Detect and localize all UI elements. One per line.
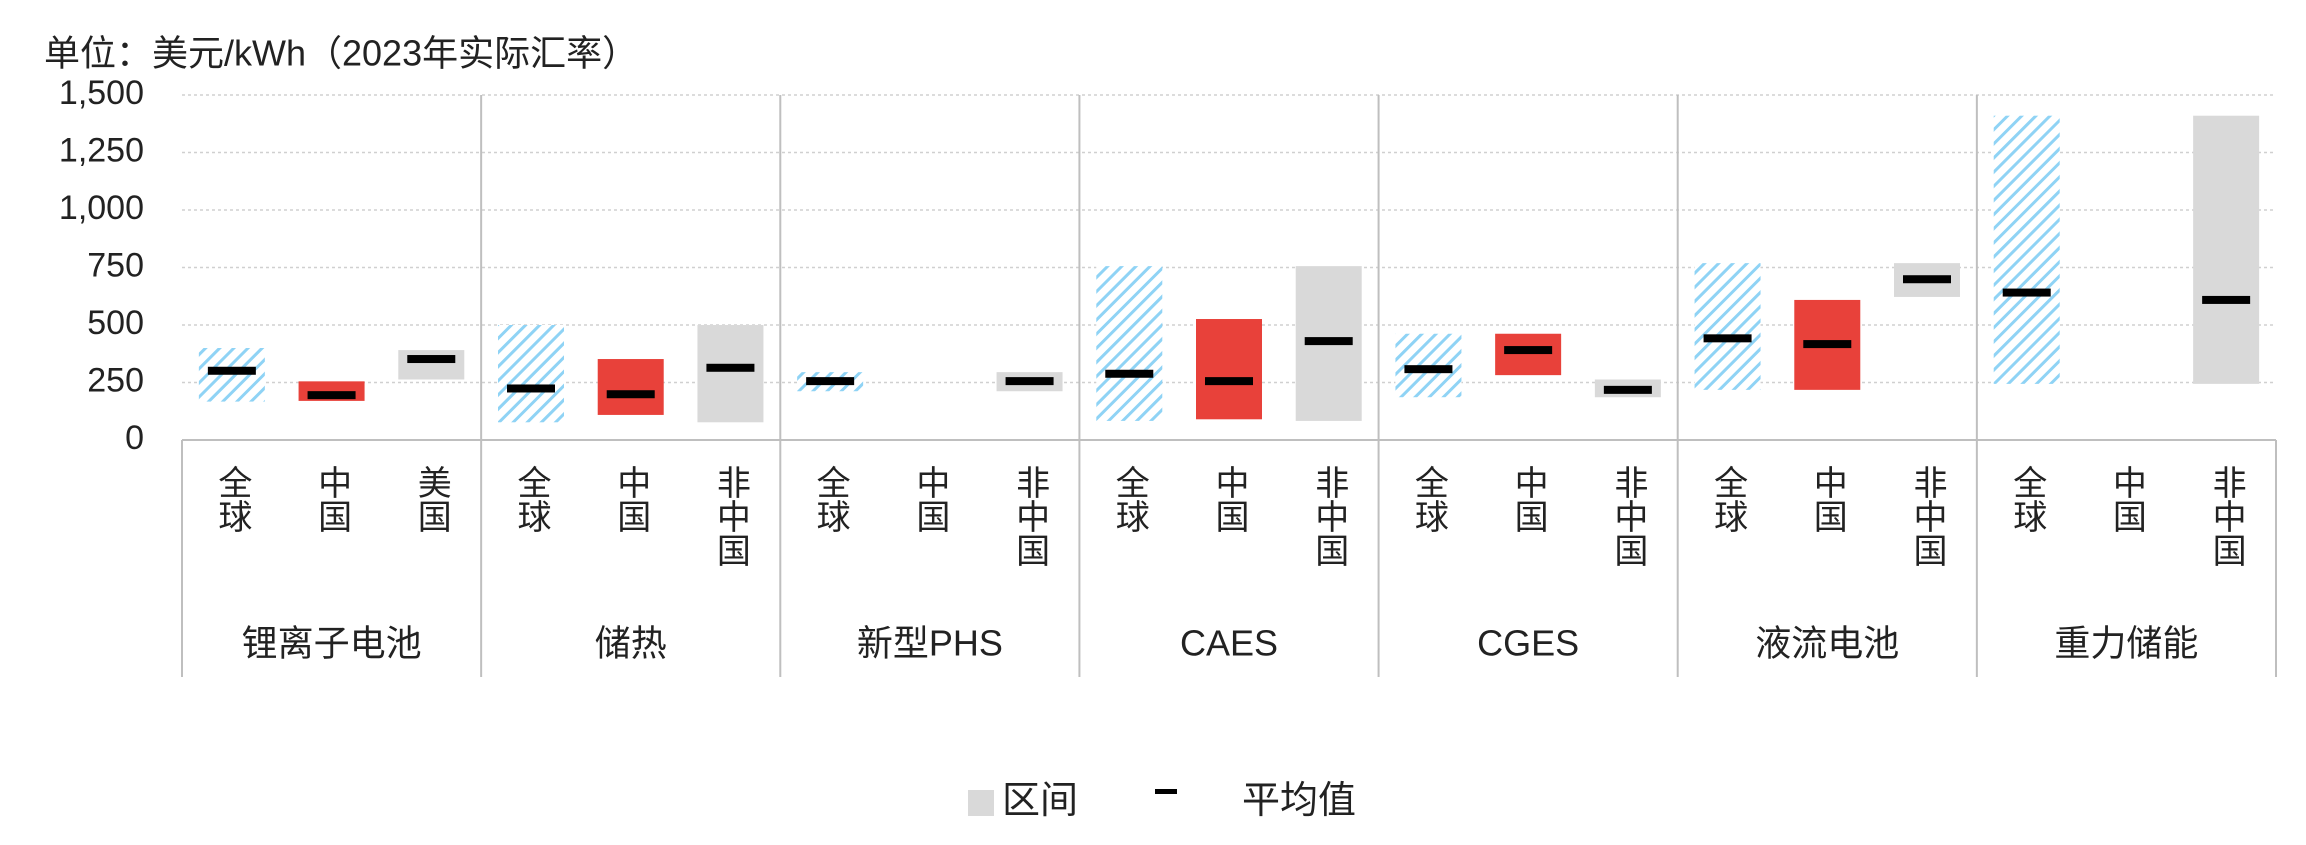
category-label: 中国: [1808, 465, 1846, 533]
mean-marker: [2202, 295, 2251, 304]
group-label: 新型PHS: [857, 623, 1003, 664]
y-tick-label: 750: [87, 246, 144, 284]
category-label: 非中国: [1310, 465, 1348, 567]
range-bar: [2193, 115, 2260, 384]
mean-marker: [1504, 346, 1553, 355]
legend-label: 平均值: [1242, 780, 1356, 822]
mean-marker: [1603, 385, 1652, 394]
range-bar: [1694, 263, 1761, 390]
legend-swatch: [968, 790, 994, 816]
y-tick-label: 0: [125, 419, 144, 457]
category-label: 全球: [2008, 465, 2047, 533]
category-label: 全球: [1409, 465, 1448, 533]
mean-marker: [407, 355, 456, 364]
mean-marker: [1803, 340, 1852, 349]
mean-marker: [1105, 369, 1154, 378]
group-label: 液流电池: [1755, 623, 1899, 664]
y-tick-label: 250: [87, 361, 144, 399]
mean-marker: [1903, 275, 1951, 284]
group-label: CGES: [1477, 623, 1579, 664]
mean-marker: [606, 390, 655, 399]
category-label: 全球: [512, 465, 551, 533]
category-label: 非中国: [1609, 465, 1647, 567]
range-bar: [1495, 333, 1562, 376]
mean-marker: [307, 391, 356, 400]
range-bar: [1993, 115, 2060, 384]
mean-marker: [1304, 337, 1353, 346]
group-label: 重力储能: [2054, 623, 2198, 664]
y-tick-label: 1,500: [59, 74, 144, 112]
category-label: 中国: [911, 465, 949, 533]
category-label: 非中国: [711, 465, 749, 567]
range-bar: [697, 325, 764, 423]
category-label: 中国: [612, 465, 650, 533]
range-bar: [398, 350, 465, 380]
category-label: 中国: [2107, 465, 2145, 533]
range-bar: [198, 348, 265, 402]
group-label: 锂离子电池: [242, 623, 422, 664]
y-tick-label: 1,000: [59, 189, 144, 227]
mean-marker: [1005, 377, 1054, 386]
mean-marker: [2002, 288, 2051, 297]
category-label: 全球: [1709, 465, 1748, 533]
category-label: 非中国: [1908, 465, 1946, 567]
y-tick-label: 1,250: [59, 131, 144, 169]
mean-marker: [507, 384, 555, 393]
group-label: CAES: [1180, 623, 1278, 664]
range-bar: [498, 325, 564, 423]
category-label: 中国: [1210, 465, 1248, 533]
legend-label: 区间: [1002, 780, 1078, 822]
category-label: 非中国: [2207, 465, 2245, 567]
category-label: 非中国: [1011, 465, 1049, 567]
legend-swatch: [1155, 789, 1177, 794]
category-label: 中国: [313, 465, 351, 533]
range-bar: [1096, 266, 1163, 421]
category-label: 全球: [811, 465, 850, 533]
category-label: 全球: [1110, 465, 1149, 533]
mean-marker: [1404, 365, 1453, 374]
category-label: 全球: [213, 465, 252, 533]
category-label: 中国: [1509, 465, 1547, 533]
range-bar: [597, 359, 664, 415]
range-bar: [1196, 319, 1262, 420]
y-axis-label: 单位：美元/kWh（2023年实际汇率）: [44, 33, 638, 74]
mean-marker: [1205, 377, 1253, 386]
mean-marker: [1703, 334, 1752, 343]
y-tick-label: 500: [87, 304, 144, 342]
category-label: 美国: [412, 465, 450, 533]
mean-marker: [706, 363, 755, 372]
group-label: 储热: [595, 623, 667, 664]
mean-marker: [806, 377, 855, 386]
mean-marker: [207, 366, 256, 375]
